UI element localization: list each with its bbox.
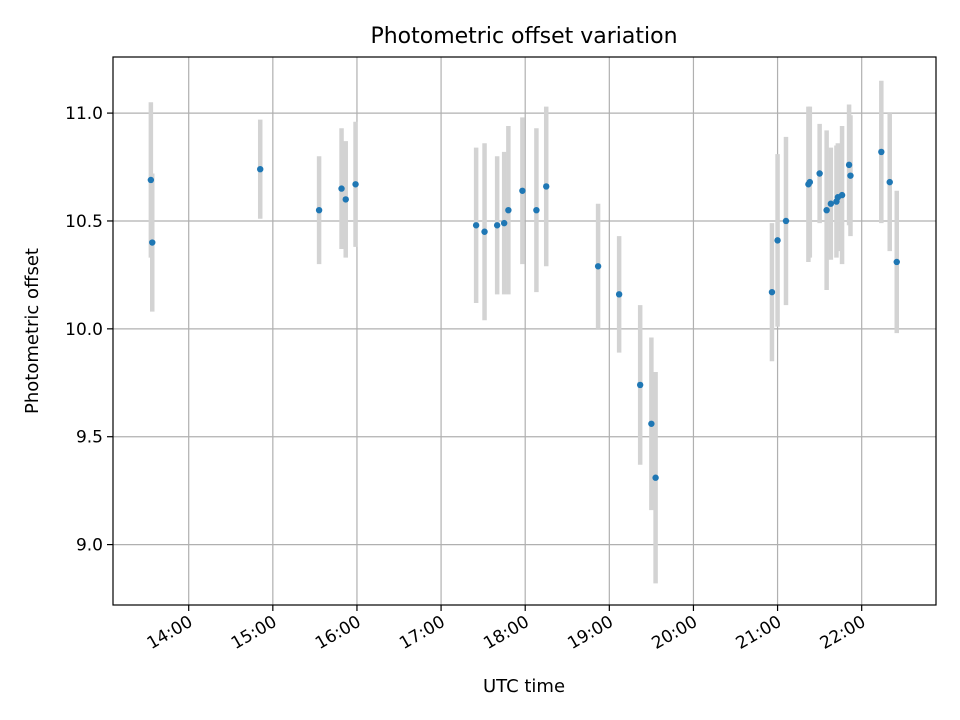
data-point bbox=[481, 228, 488, 235]
data-point bbox=[878, 148, 885, 156]
x-tick-label: 18:00 bbox=[480, 612, 532, 654]
y-axis-label: Photometric offset bbox=[22, 248, 43, 414]
data-point bbox=[768, 288, 776, 296]
x-tick-label: 21:00 bbox=[733, 612, 785, 654]
error-bars bbox=[148, 80, 899, 584]
data-point bbox=[827, 200, 835, 207]
data-point bbox=[147, 176, 155, 184]
y-tick-label: 11.0 bbox=[65, 104, 103, 124]
y-tick-label: 10.5 bbox=[65, 212, 103, 232]
data-point bbox=[782, 217, 790, 225]
data-point bbox=[652, 474, 659, 481]
data-point bbox=[533, 206, 540, 214]
data-point bbox=[505, 206, 512, 214]
data-point bbox=[847, 172, 854, 179]
data-point bbox=[594, 263, 602, 270]
data-point bbox=[342, 196, 349, 203]
data-point bbox=[149, 239, 156, 246]
x-tick-label: 20:00 bbox=[649, 612, 701, 654]
data-point bbox=[823, 206, 830, 214]
data-point bbox=[352, 181, 359, 188]
data-point bbox=[338, 185, 345, 192]
axis-ticks: 14:00 15:00 16:00 17:00 18:00 19:00 20:00 21:00… bbox=[65, 104, 869, 654]
plot-frame bbox=[112, 56, 937, 606]
data-point bbox=[886, 178, 893, 186]
data-point bbox=[543, 183, 550, 190]
data-point bbox=[893, 258, 900, 266]
data-point bbox=[816, 170, 823, 177]
data-point bbox=[257, 165, 264, 173]
chart-title: Photometric offset variation bbox=[370, 24, 677, 49]
x-tick-label: 17:00 bbox=[396, 612, 448, 654]
data-point bbox=[838, 191, 846, 199]
data-point bbox=[493, 222, 501, 229]
y-tick-label: 9.5 bbox=[76, 428, 103, 448]
data-points bbox=[147, 148, 900, 481]
data-point bbox=[774, 237, 781, 244]
data-point bbox=[615, 291, 623, 298]
data-point bbox=[648, 420, 655, 427]
data-point bbox=[845, 161, 853, 169]
x-tick-label: 16:00 bbox=[312, 612, 364, 654]
x-tick-label: 19:00 bbox=[564, 612, 616, 654]
data-point bbox=[472, 222, 480, 229]
y-tick-label: 9.0 bbox=[76, 536, 103, 556]
x-axis-label: UTC time bbox=[483, 676, 565, 697]
x-tick-label: 15:00 bbox=[228, 612, 280, 654]
x-tick-label: 22:00 bbox=[817, 612, 869, 654]
data-point bbox=[636, 381, 644, 389]
data-point bbox=[500, 219, 508, 227]
data-point bbox=[519, 187, 526, 194]
data-point bbox=[315, 206, 323, 214]
data-point bbox=[806, 178, 814, 186]
y-tick-label: 10.0 bbox=[65, 320, 103, 340]
x-tick-label: 14:00 bbox=[144, 612, 196, 654]
